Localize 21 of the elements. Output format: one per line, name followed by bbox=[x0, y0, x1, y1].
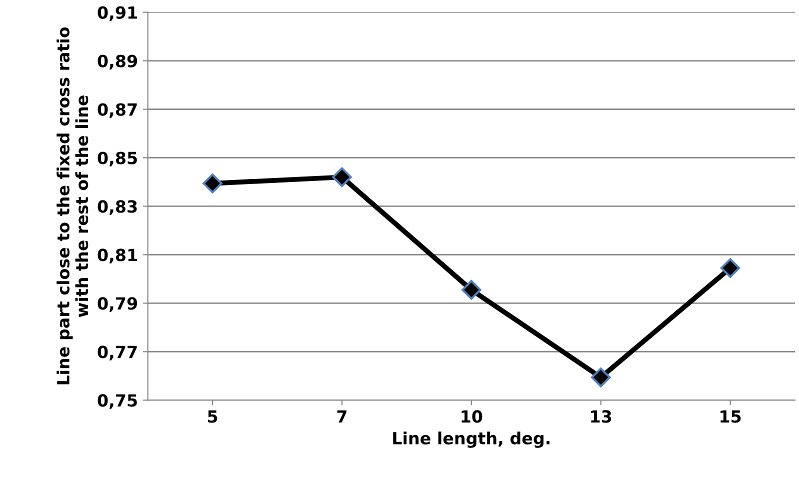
y-tick-label: 0,81 bbox=[98, 248, 137, 264]
x-tick-label: 10 bbox=[462, 410, 482, 423]
x-tick-label: 5 bbox=[208, 410, 218, 423]
x-tick-label: 13 bbox=[591, 410, 612, 423]
x-tick-label: 7 bbox=[337, 410, 346, 423]
x-tick-label: 15 bbox=[720, 410, 741, 423]
y-tick-label: 0,75 bbox=[98, 394, 137, 409]
y-tick-label: 0,85 bbox=[98, 152, 137, 166]
x-axis-title: Line length, deg. bbox=[393, 432, 550, 448]
point bbox=[720, 258, 740, 278]
y-tick-label: 0,83 bbox=[98, 200, 137, 215]
point bbox=[202, 174, 222, 194]
point bbox=[590, 367, 611, 388]
point bbox=[462, 280, 482, 300]
y-tick-label: 0,87 bbox=[98, 103, 137, 118]
y-tick-label: 0,91 bbox=[98, 6, 137, 21]
y-axis-title: Line part close to the fixed cross ratio with the rest of the line bbox=[56, 27, 88, 384]
y-tick-label: 0,89 bbox=[98, 54, 138, 70]
y-tick-label: 0,77 bbox=[98, 346, 137, 360]
point bbox=[332, 167, 352, 188]
y-tick-label: 0,79 bbox=[98, 297, 138, 312]
